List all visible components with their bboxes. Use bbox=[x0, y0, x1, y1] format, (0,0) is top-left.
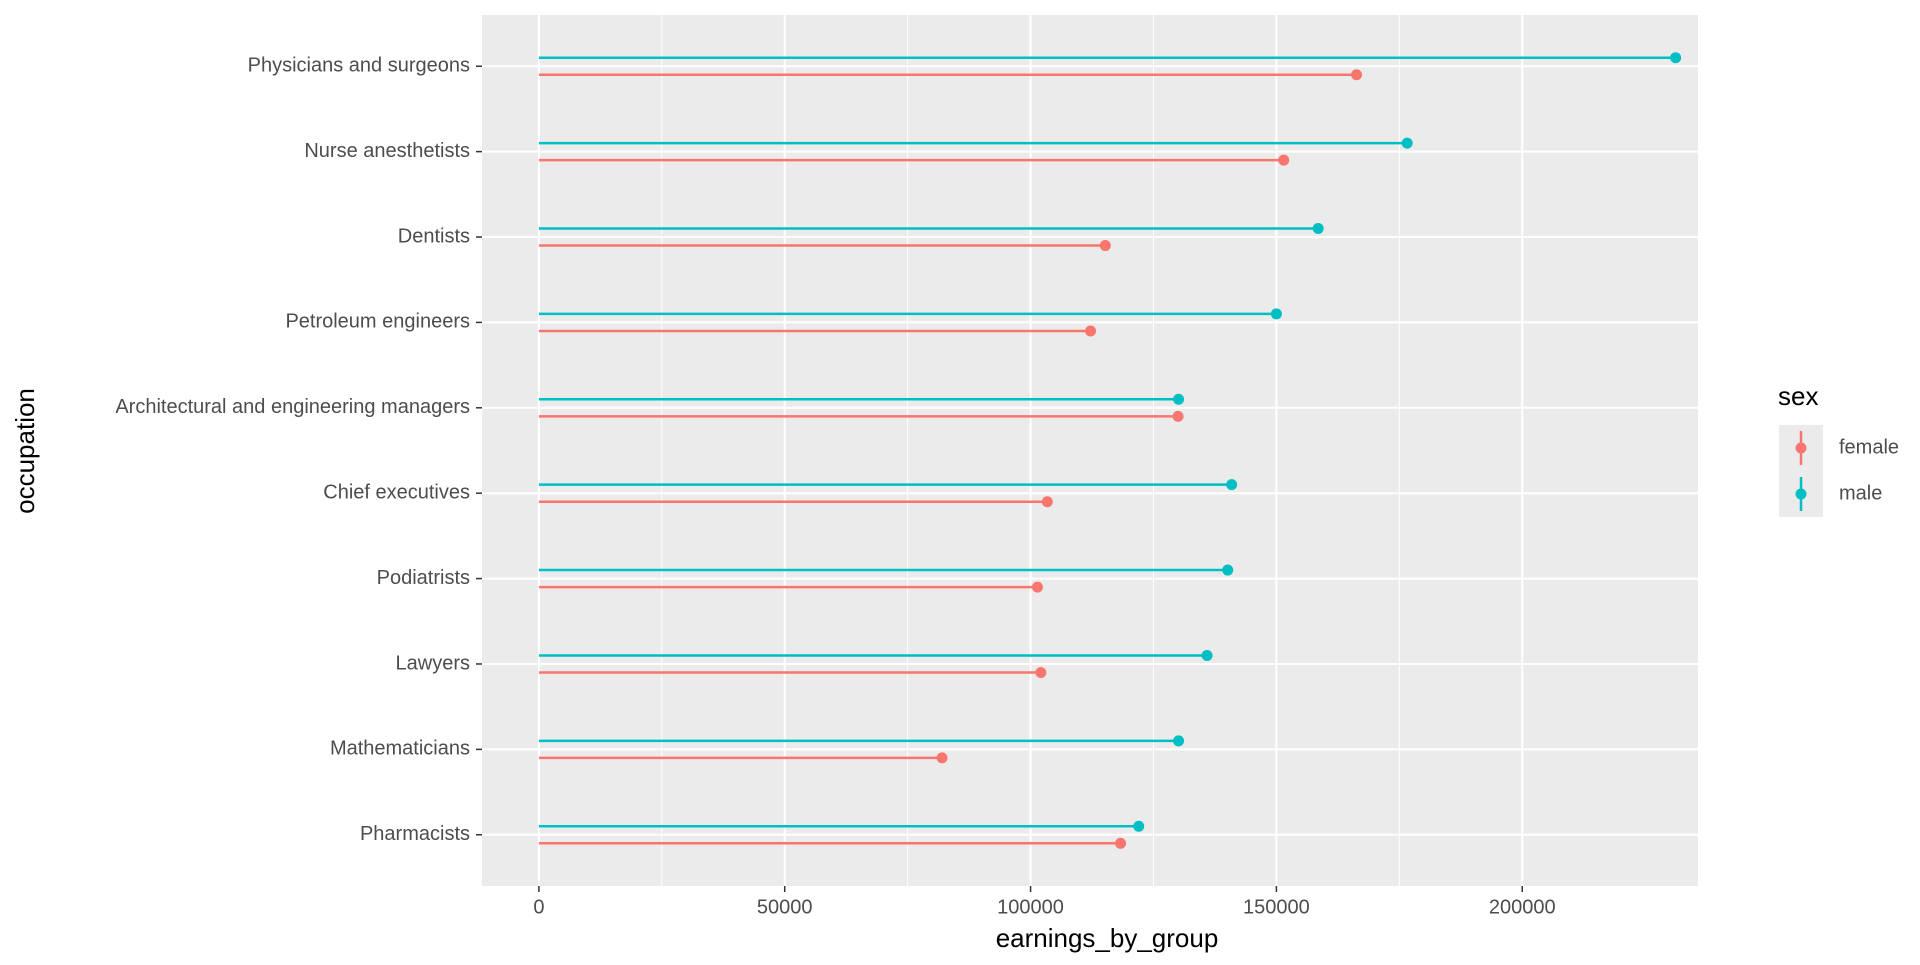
y-tick-label: Lawyers bbox=[396, 652, 470, 674]
legend-label: female bbox=[1839, 436, 1899, 458]
x-tick-label: 50000 bbox=[757, 896, 813, 918]
lollipop-point bbox=[1351, 69, 1363, 81]
lollipop-point bbox=[1312, 222, 1324, 234]
legend-key-point bbox=[1795, 488, 1807, 500]
y-tick-label: Physicians and surgeons bbox=[248, 55, 470, 77]
y-tick-label: Mathematicians bbox=[330, 738, 470, 760]
y-tick-label: Chief executives bbox=[323, 481, 470, 503]
lollipop-point bbox=[1670, 52, 1682, 64]
x-tick-label: 200000 bbox=[1489, 896, 1556, 918]
marks bbox=[538, 52, 1682, 849]
y-tick-label: Pharmacists bbox=[360, 823, 470, 845]
lollipop-point bbox=[1035, 667, 1047, 679]
x-tick-label: 150000 bbox=[1243, 896, 1310, 918]
y-tick-label: Dentists bbox=[398, 225, 470, 247]
lollipop-point bbox=[1270, 308, 1282, 320]
x-axis-title: earnings_by_group bbox=[996, 923, 1219, 953]
lollipop-point bbox=[1173, 393, 1185, 405]
lollipop-point bbox=[1085, 325, 1097, 337]
legend-key-point bbox=[1795, 442, 1807, 454]
lollipop-point bbox=[936, 752, 948, 764]
lollipop-point bbox=[1222, 564, 1234, 576]
lollipop-point bbox=[1172, 410, 1184, 422]
y-tick-label: Petroleum engineers bbox=[285, 311, 470, 333]
legend-label: male bbox=[1839, 482, 1882, 504]
lollipop-point bbox=[1115, 837, 1127, 849]
y-tick-label: Nurse anesthetists bbox=[304, 140, 470, 162]
y-tick-label: Podiatrists bbox=[377, 567, 470, 589]
lollipop-point bbox=[1401, 137, 1413, 149]
y-axis-title: occupation bbox=[10, 388, 40, 514]
x-tick-label: 0 bbox=[533, 896, 544, 918]
lollipop-point bbox=[1099, 240, 1111, 252]
lollipop-point bbox=[1226, 479, 1238, 491]
y-tick-label: Architectural and engineering managers bbox=[115, 396, 470, 418]
lollipop-point bbox=[1133, 820, 1145, 832]
legend-title: sex bbox=[1778, 381, 1818, 411]
lollipop-point bbox=[1041, 496, 1053, 508]
lollipop-point bbox=[1173, 735, 1185, 747]
x-tick-label: 100000 bbox=[997, 896, 1064, 918]
panel-background bbox=[482, 15, 1698, 886]
lollipop-point bbox=[1278, 154, 1290, 166]
lollipop-point bbox=[1201, 649, 1213, 661]
lollipop-point bbox=[1031, 581, 1043, 593]
